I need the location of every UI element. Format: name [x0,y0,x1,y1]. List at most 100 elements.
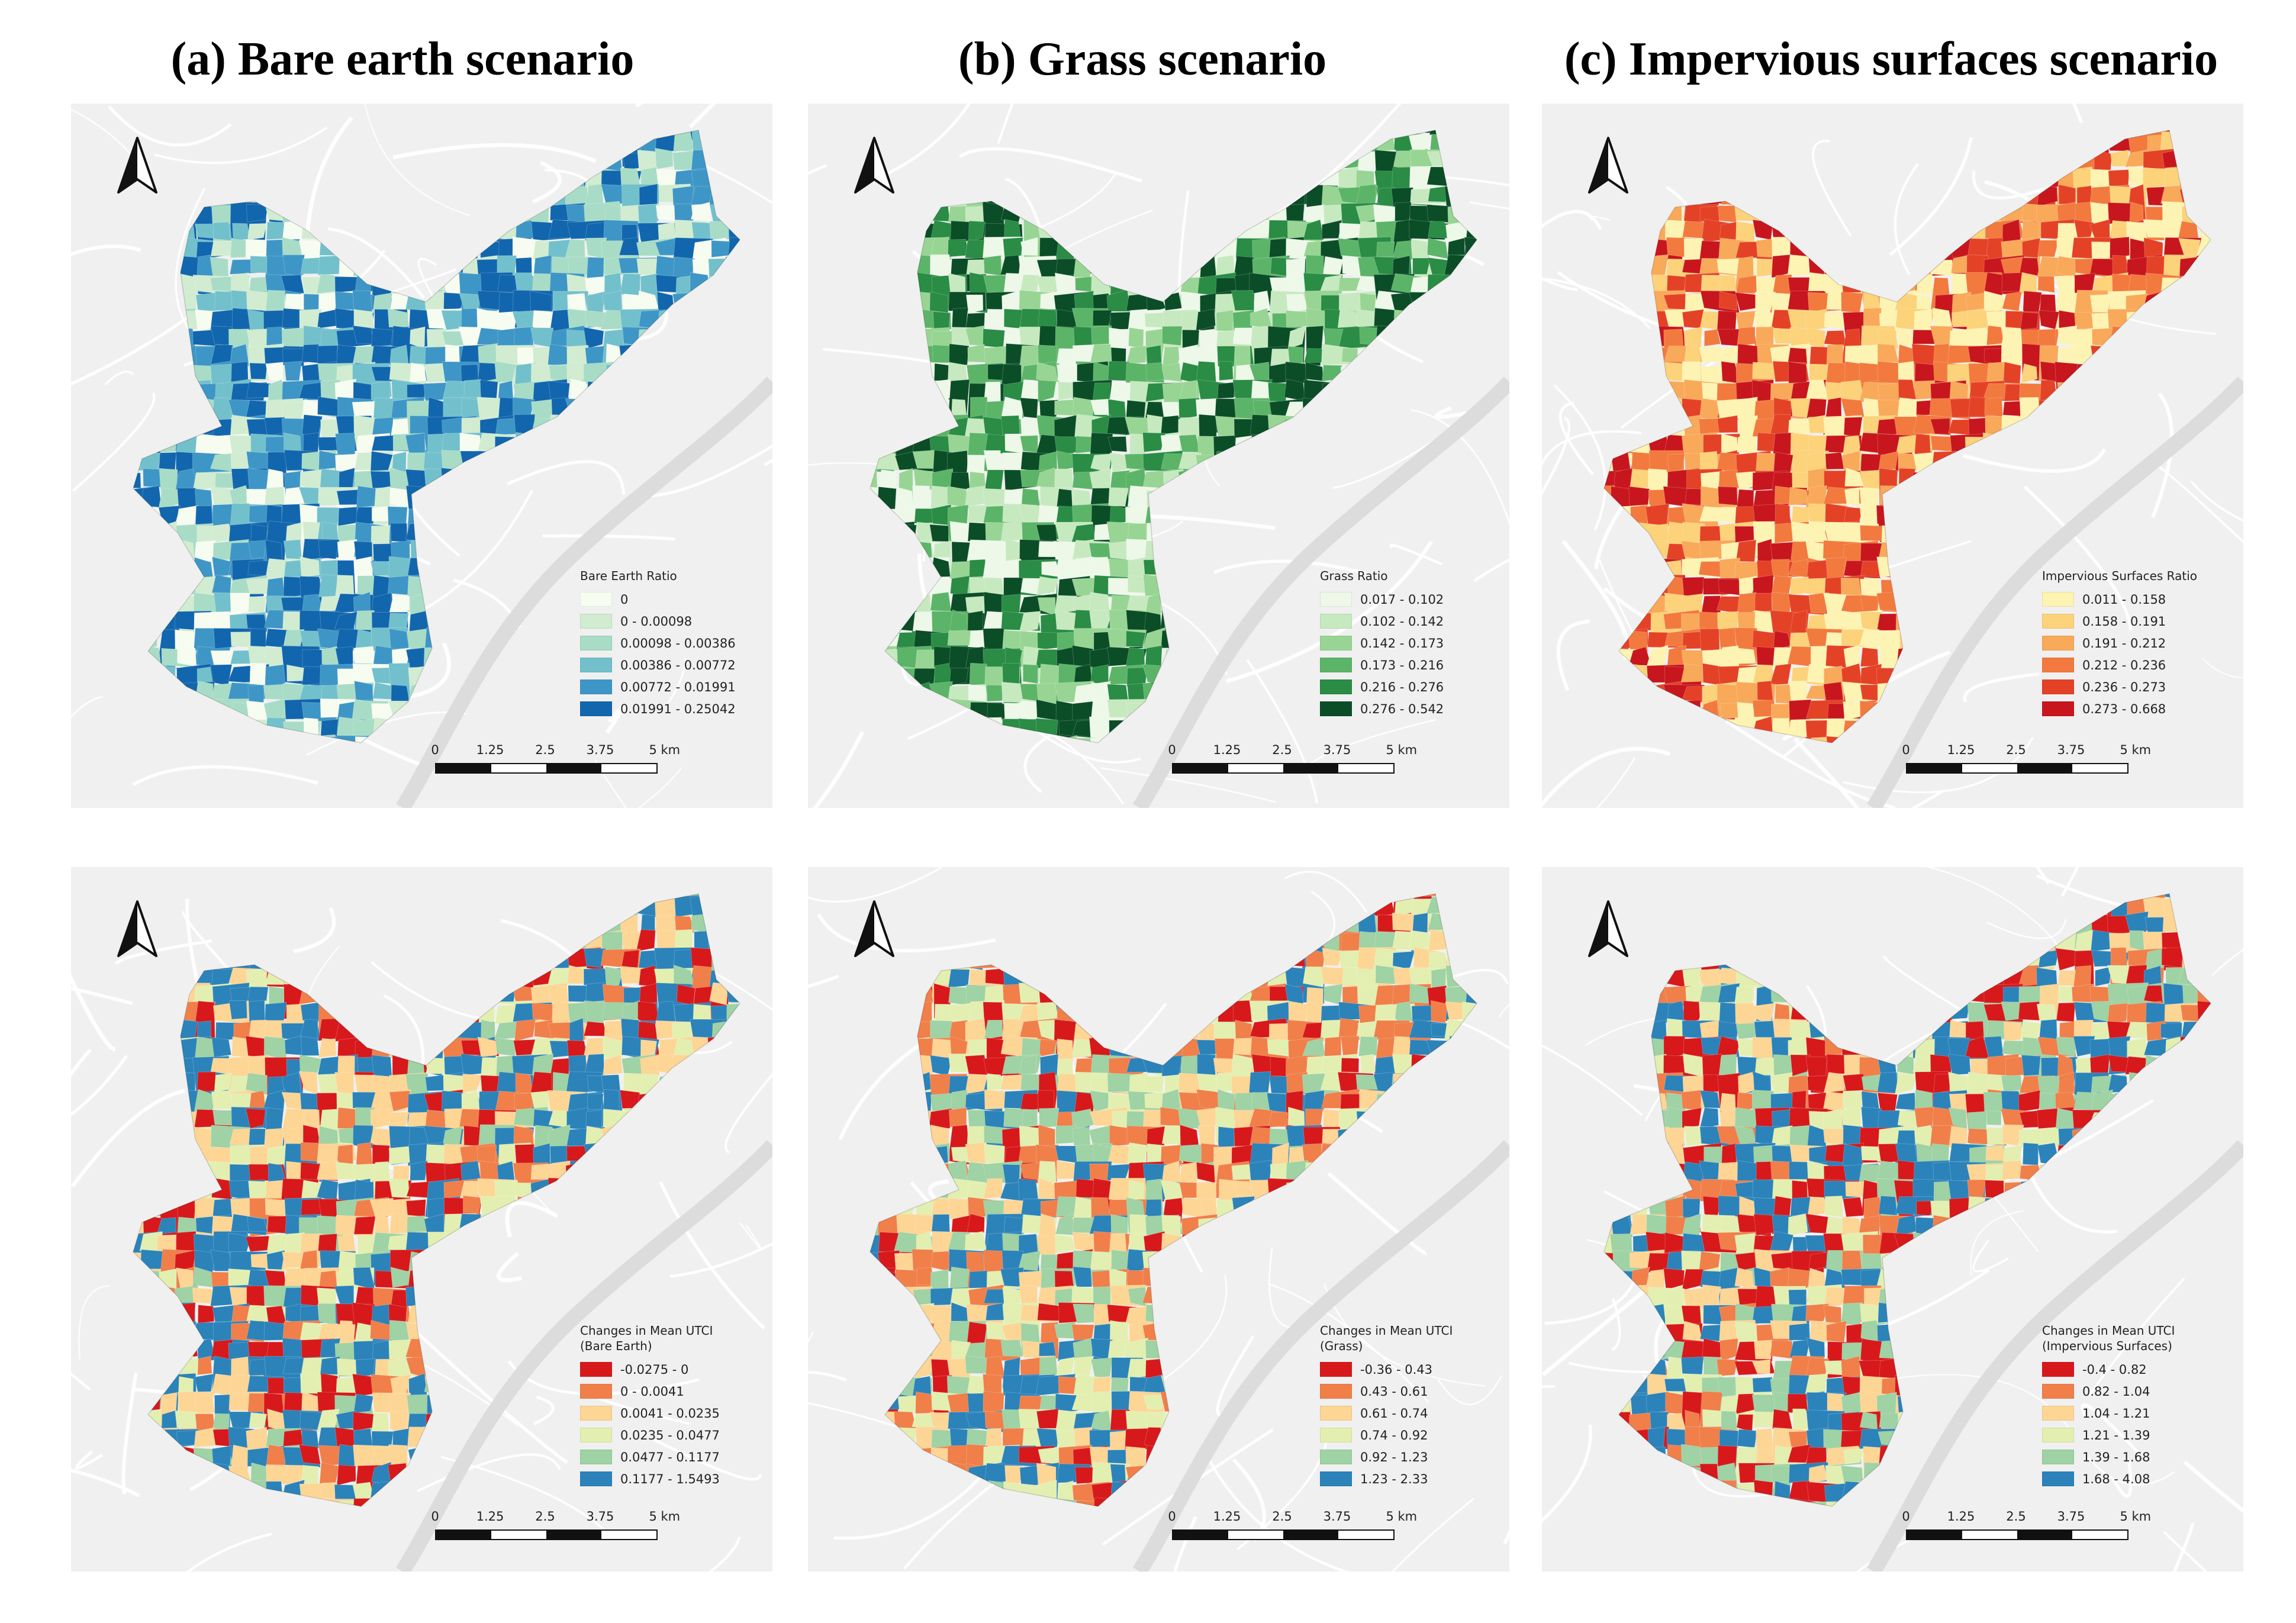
census-tract [1162,326,1183,346]
scale-labels: 0 1.25 2.5 3.75 5 km [431,743,680,761]
census-tract [690,754,726,791]
census-tract [476,682,516,720]
census-tract [1444,720,1467,738]
census-tract [1948,594,1970,632]
census-tract [388,897,410,916]
census-tract [1126,224,1165,242]
census-tract [746,738,767,757]
census-tract [2110,540,2130,561]
census-tract [1215,579,1235,598]
census-tract [282,401,304,419]
census-tract [372,168,394,187]
legend-swatch [1320,592,1352,607]
census-tract [1391,417,1415,433]
census-tract [606,364,620,399]
census-tract [443,539,479,563]
census-tract [1896,132,1917,171]
census-tract [673,130,694,153]
census-tract [653,346,694,363]
census-tract [1700,366,1721,384]
census-tract [409,362,427,383]
census-tract [1735,149,1775,172]
census-tract [123,752,161,793]
census-tract [640,1055,660,1076]
census-tract [1824,330,1847,346]
census-tract [1915,166,1933,188]
census-tract [494,436,518,453]
census-tract [494,948,536,968]
census-tract [441,894,463,934]
census-tract [893,524,917,544]
census-tract [1302,432,1341,473]
census-tract [894,398,916,420]
census-tract [2128,396,2148,436]
census-tract [1017,169,1060,207]
census-tract [299,966,339,987]
census-tract [2002,433,2040,453]
census-tract [1355,364,1376,403]
census-tract [1790,576,1809,595]
census-tract [512,185,536,222]
basemap-road [637,767,682,808]
census-tract [870,735,897,743]
census-tract [637,1001,660,1022]
census-tract [2110,149,2129,167]
legend-label: 0.00098 - 0.00386 [620,636,736,651]
census-tract [656,1124,678,1165]
legend-entry: 0.216 - 0.276 [1320,676,1444,698]
census-tract [227,131,267,151]
census-tract [638,308,678,331]
legend-entry: 0.011 - 0.158 [2042,588,2197,610]
census-tract [2165,524,2200,562]
census-tract [514,897,534,916]
census-tract [142,219,179,259]
census-tract [231,701,250,720]
basemap-road [1542,430,1643,466]
census-tract [1770,130,1792,153]
census-tract [2127,507,2149,526]
census-tract [1160,579,1183,597]
scale-labels: 0 1.25 2.5 3.75 5 km [1902,743,2151,761]
census-tract [530,290,552,311]
census-tract [708,1057,740,1094]
census-tract [531,662,552,684]
census-tract [530,1196,572,1237]
census-tract [1464,734,1477,743]
census-tract [495,682,518,703]
census-tract [880,308,897,347]
basemap-road [1434,406,1477,419]
census-tract [710,523,729,545]
basemap-road [2023,485,2133,631]
census-tract [1089,647,1112,669]
census-tract [1628,363,1651,384]
census-tract [2181,397,2200,418]
census-tract [2022,648,2043,666]
census-tract [1482,504,1501,544]
census-tract [1393,379,1413,398]
census-tract [139,241,181,257]
census-tract [1254,130,1268,170]
census-tract [707,148,740,188]
census-tract [157,681,178,704]
census-tract [2018,453,2038,491]
census-tract [228,1000,247,1020]
census-tract [1054,186,1075,207]
census-tract [675,522,709,541]
census-tract [1480,736,1501,774]
census-tract [1109,452,1128,473]
census-tract [1895,327,1916,349]
census-tract [440,185,483,208]
census-tract [133,965,163,988]
census-tract [725,1091,740,1130]
census-tract [495,133,516,172]
census-tract [583,133,620,152]
basemap-road [186,1532,272,1572]
census-tract [1772,202,1811,224]
census-tract [1232,130,1254,153]
census-tract [2178,238,2201,257]
census-tract [319,239,356,256]
census-tract [1143,559,1182,576]
basemap-road [75,1450,104,1470]
census-tract [461,540,482,559]
census-tract [2108,362,2149,402]
